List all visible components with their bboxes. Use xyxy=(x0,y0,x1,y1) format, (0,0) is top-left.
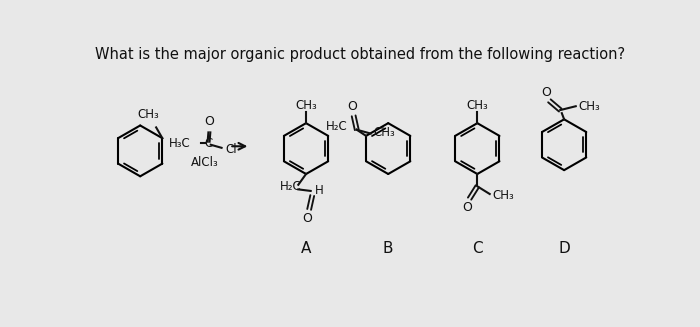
Text: H₃C: H₃C xyxy=(169,137,190,150)
Text: H: H xyxy=(315,184,324,198)
Text: Cl: Cl xyxy=(225,143,237,156)
Text: O: O xyxy=(347,100,357,113)
Text: D: D xyxy=(559,241,570,256)
Text: O: O xyxy=(204,115,214,128)
Text: AlCl₃: AlCl₃ xyxy=(190,156,218,169)
Text: CH₃: CH₃ xyxy=(579,100,601,113)
Text: O: O xyxy=(462,201,472,214)
Text: What is the major organic product obtained from the following reaction?: What is the major organic product obtain… xyxy=(95,47,625,62)
Text: O: O xyxy=(302,213,312,226)
Text: C: C xyxy=(204,137,213,150)
Text: CH₃: CH₃ xyxy=(137,108,160,121)
Text: CH₃: CH₃ xyxy=(466,99,488,112)
Text: CH₃: CH₃ xyxy=(295,99,317,112)
Text: H₂C: H₂C xyxy=(280,180,302,193)
Text: B: B xyxy=(383,241,393,256)
Text: CH₃: CH₃ xyxy=(374,126,395,139)
Text: A: A xyxy=(301,241,312,256)
Text: CH₃: CH₃ xyxy=(493,189,514,202)
Text: O: O xyxy=(541,86,551,98)
Text: H₂C: H₂C xyxy=(326,120,347,133)
Text: C: C xyxy=(472,241,482,256)
